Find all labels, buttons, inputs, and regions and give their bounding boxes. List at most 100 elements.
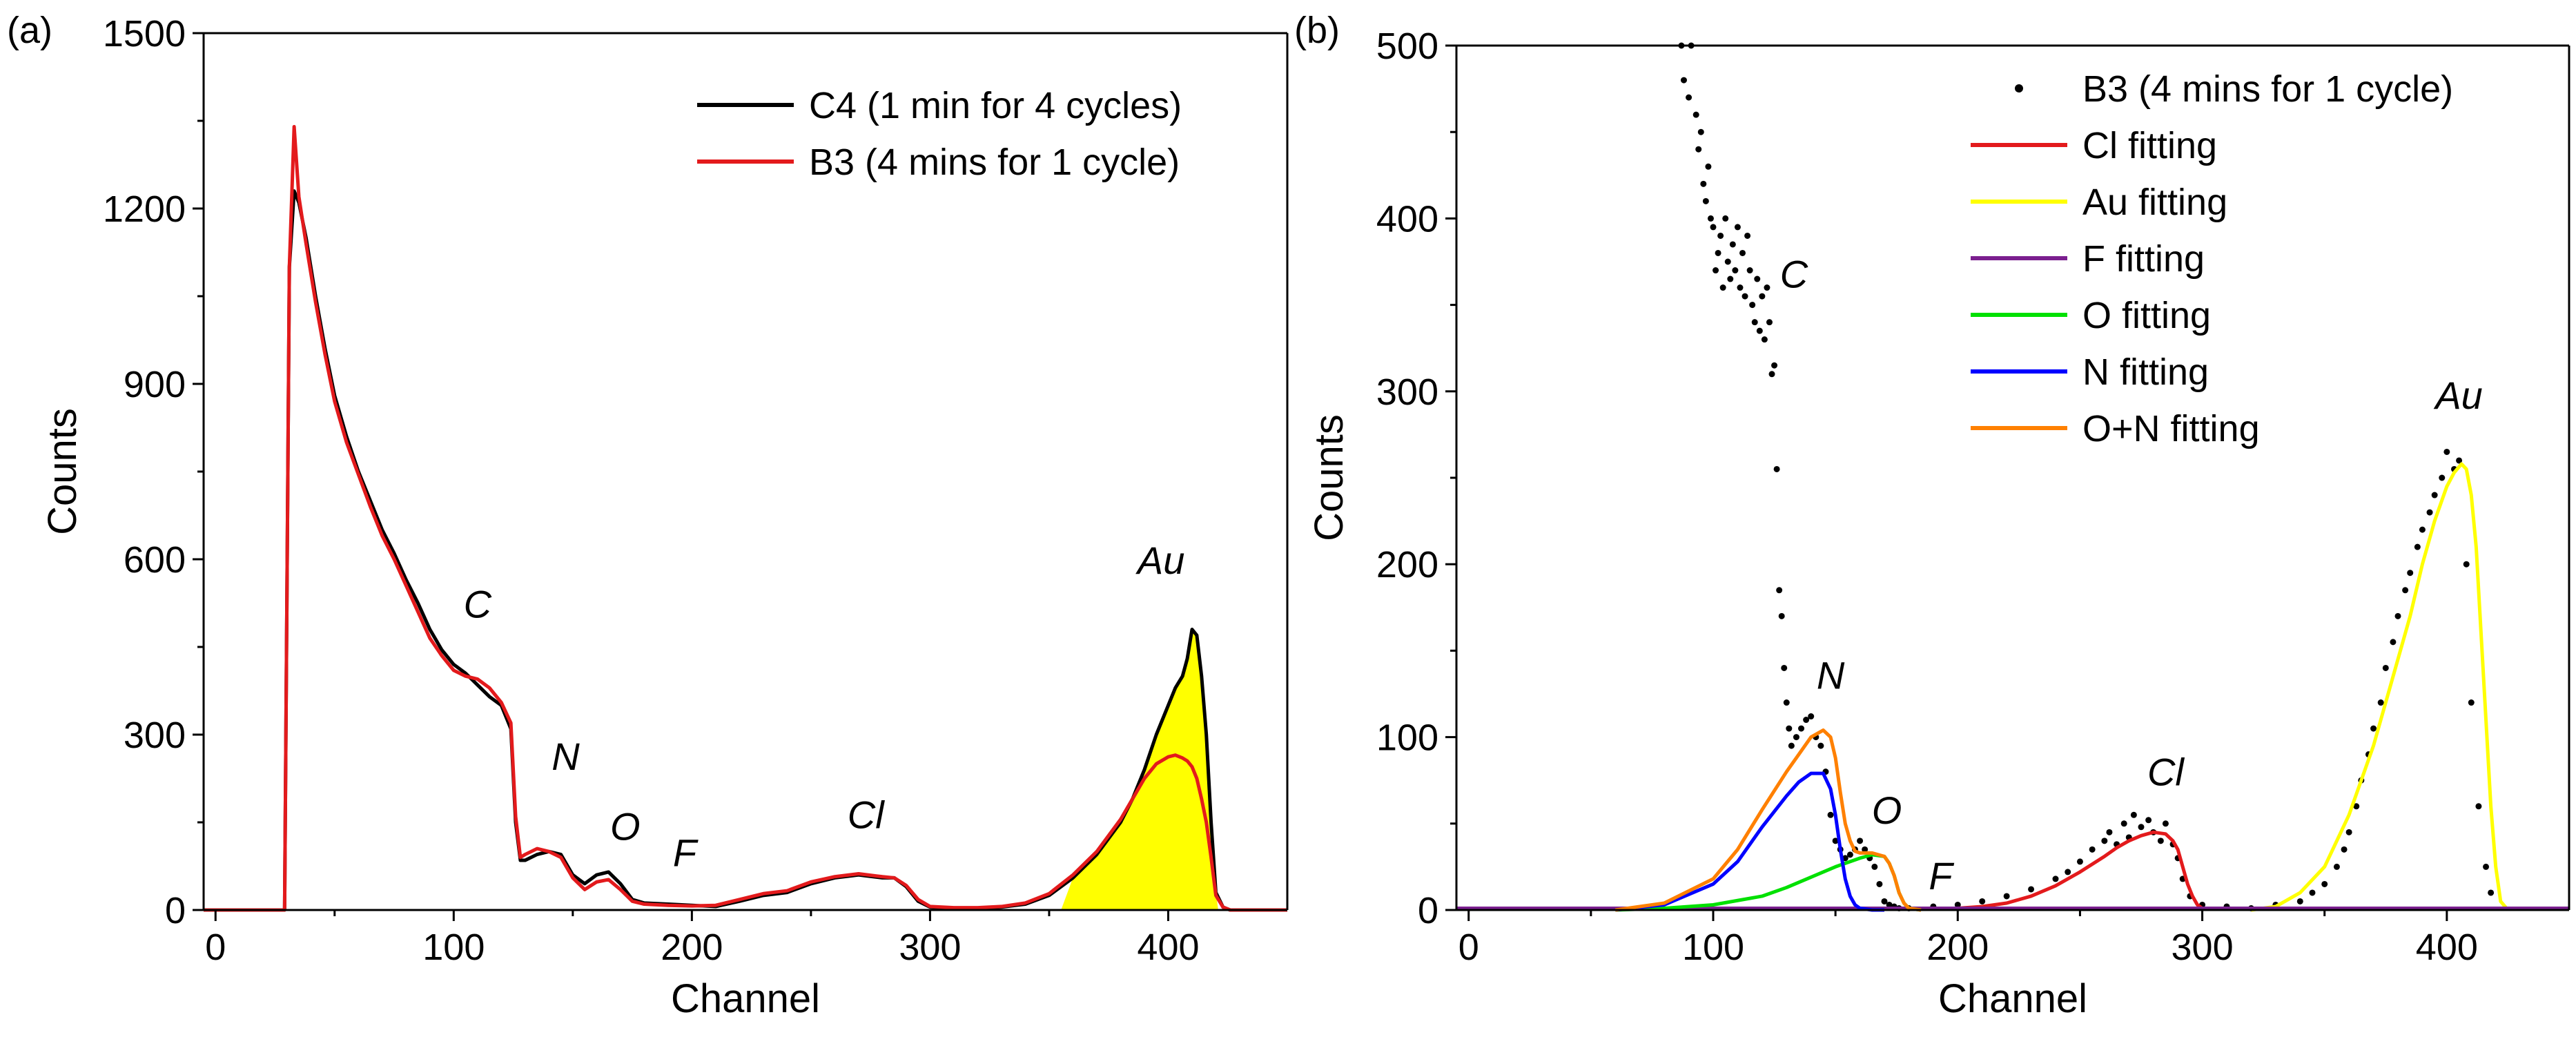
data-point (1705, 163, 1712, 170)
data-point (2065, 869, 2071, 875)
data-point (2157, 838, 2164, 844)
x-tick-label: 0 (1458, 927, 1479, 968)
data-point (1702, 197, 1709, 204)
data-point (2003, 893, 2010, 900)
data-point (2296, 898, 2303, 904)
data-point (1798, 725, 1805, 732)
data-point (2463, 561, 2470, 568)
element-label: O (610, 804, 641, 848)
data-point (1713, 267, 1719, 274)
y-tick-label: 1500 (103, 13, 186, 55)
panel-label: (b) (1294, 10, 1340, 51)
data-point (2162, 820, 2169, 827)
x-tick-label: 400 (2416, 927, 2478, 968)
data-point (2407, 570, 2414, 577)
x-tick-label: 200 (1926, 927, 1989, 968)
data-point (1695, 146, 1702, 153)
data-point (2353, 803, 2360, 810)
data-point (2475, 803, 2482, 810)
legend-label: B3 (4 mins for 1 cycle) (2082, 68, 2453, 110)
series-line-4 (1615, 853, 1922, 912)
element-label: N (1817, 653, 1845, 697)
data-point (1761, 336, 1768, 343)
legend-label: Cl fitting (2082, 125, 2217, 166)
data-point (2426, 509, 2433, 516)
legend-label: B3 (4 mins for 1 cycle) (809, 142, 1180, 183)
data-point (2341, 846, 2348, 853)
data-point (2101, 838, 2108, 844)
data-point (2028, 886, 2035, 893)
series-line-6 (1614, 728, 1922, 912)
area-fill (1061, 629, 1218, 910)
data-point (2138, 824, 2145, 831)
x-tick-label: 300 (2172, 927, 2234, 968)
data-point (1827, 811, 1834, 818)
data-point (1686, 94, 1692, 101)
panel-b: (b) 0 100 200 300 400 0 100 200 300 400 500 Channel C… (1294, 10, 2570, 1021)
data-point (2145, 817, 2152, 824)
data-point (1754, 275, 1761, 282)
data-point (1692, 111, 1699, 118)
data-point (1759, 293, 1766, 300)
data-point (2130, 811, 2137, 818)
data-point (2333, 863, 2340, 870)
data-point (2089, 846, 2096, 853)
data-point (1979, 898, 1986, 904)
y-tick-label: 400 (1376, 198, 1438, 240)
data-point (1764, 284, 1770, 291)
element-label: Cl (2147, 751, 2185, 794)
data-point (2309, 889, 2316, 896)
element-label: C (464, 583, 492, 626)
series-line-2 (204, 124, 1287, 912)
data-point (1954, 901, 1961, 908)
x-tick-label: 200 (661, 927, 723, 968)
data-point (2052, 875, 2059, 882)
legend-label: O+N fitting (2082, 408, 2260, 449)
data-point (1744, 232, 1751, 239)
data-point (2468, 699, 2475, 706)
data-point (2370, 725, 2377, 732)
data-point (1697, 128, 1704, 135)
element-label: O (1872, 788, 1902, 832)
data-point (1710, 224, 1717, 231)
data-point (1729, 241, 1736, 248)
y-tick-label: 200 (1376, 544, 1438, 585)
data-point (1737, 284, 1744, 291)
data-point (1732, 267, 1739, 274)
data-point (2377, 699, 2384, 706)
data-point (1715, 249, 1721, 256)
data-point (2345, 829, 2352, 835)
data-point (1700, 180, 1707, 187)
series-line-1 (1456, 830, 2569, 910)
data-point (2456, 457, 2463, 464)
data-point (2120, 820, 2127, 827)
y-tick-label: 900 (124, 364, 186, 405)
data-point (1727, 275, 1734, 282)
data-point (1717, 232, 1724, 239)
data-point (1749, 302, 1756, 309)
data-point (1756, 327, 1763, 334)
data-point (2483, 863, 2490, 870)
x-axis-label: Channel (1938, 976, 2087, 1021)
data-point (1876, 880, 1883, 887)
data-point (2431, 492, 2438, 499)
data-point (1778, 612, 1785, 619)
y-tick-label: 1200 (103, 188, 186, 230)
element-label: Au (1135, 539, 1185, 582)
data-point (1741, 293, 1748, 300)
data-point (1886, 901, 1893, 908)
series-line-5 (1615, 771, 1884, 912)
y-tick-label: 600 (124, 539, 186, 581)
data-point (1783, 699, 1790, 706)
panel-a: (a) 0 100 200 300 400 0 300 600 900 1200 1500 Channe… (7, 10, 1289, 1021)
y-tick-label: 100 (1376, 717, 1438, 759)
legend-label: O fitting (2082, 295, 2211, 336)
data-point (1722, 215, 1729, 222)
data-point (2488, 889, 2495, 896)
data-point (1776, 587, 1783, 594)
data-point (1719, 284, 1726, 291)
element-label: C (1780, 253, 1808, 296)
element-label: Cl (848, 793, 885, 836)
panel-label: (a) (7, 10, 52, 51)
series-line-1 (204, 189, 1287, 912)
